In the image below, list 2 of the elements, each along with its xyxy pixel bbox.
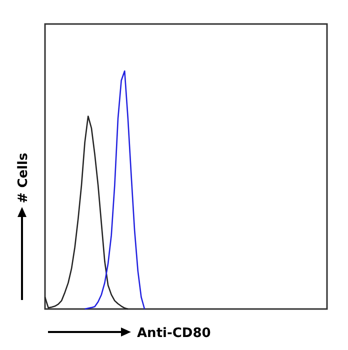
x-axis-title: Anti-CD80 [137,326,211,341]
y-axis-title: # Cells [16,152,31,204]
